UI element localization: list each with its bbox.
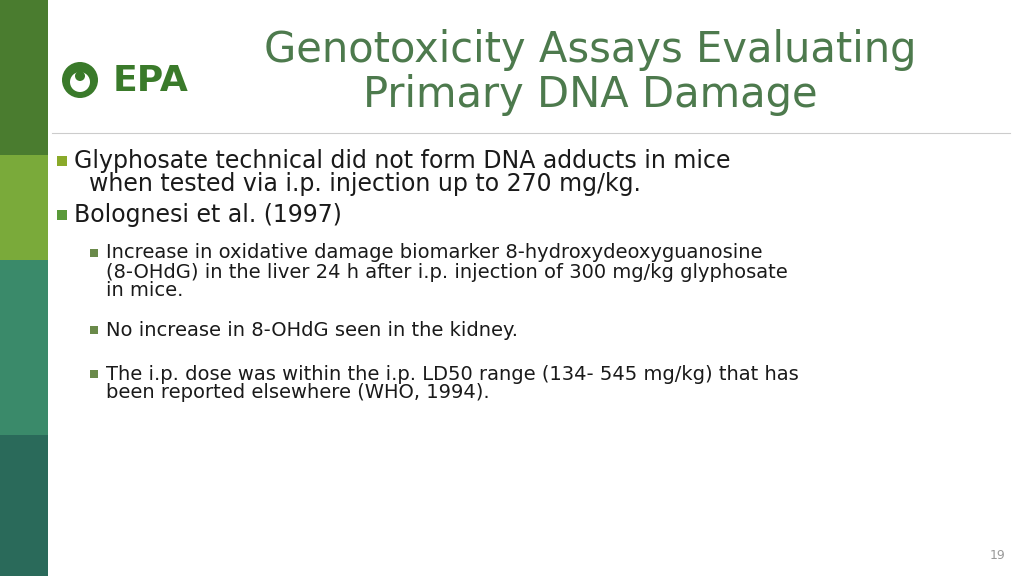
Text: No increase in 8-OHdG seen in the kidney.: No increase in 8-OHdG seen in the kidney…: [106, 320, 518, 339]
Text: Glyphosate technical did not form DNA adducts in mice: Glyphosate technical did not form DNA ad…: [74, 149, 730, 173]
Text: Increase in oxidative damage biomarker 8-hydroxydeoxyguanosine: Increase in oxidative damage biomarker 8…: [106, 244, 763, 263]
Text: Primary DNA Damage: Primary DNA Damage: [362, 74, 817, 116]
Text: Genotoxicity Assays Evaluating: Genotoxicity Assays Evaluating: [264, 29, 916, 71]
Bar: [90, 370, 98, 378]
Text: EPA: EPA: [113, 64, 188, 98]
Bar: [0, 155, 48, 260]
Text: The i.p. dose was within the i.p. LD50 range (134- 545 mg/kg) that has: The i.p. dose was within the i.p. LD50 r…: [106, 365, 799, 384]
Bar: [0, 0, 48, 155]
Bar: [90, 326, 98, 334]
Text: (8-OHdG) in the liver 24 h after i.p. injection of 300 mg/kg glyphosate: (8-OHdG) in the liver 24 h after i.p. in…: [106, 263, 787, 282]
Circle shape: [70, 72, 90, 92]
Bar: [57, 210, 67, 220]
Text: been reported elsewhere (WHO, 1994).: been reported elsewhere (WHO, 1994).: [106, 384, 489, 403]
Bar: [0, 435, 48, 576]
Circle shape: [62, 62, 98, 98]
Text: 19: 19: [989, 549, 1005, 562]
Circle shape: [75, 71, 85, 81]
Bar: [57, 156, 67, 166]
Text: when tested via i.p. injection up to 270 mg/kg.: when tested via i.p. injection up to 270…: [89, 172, 641, 196]
Text: in mice.: in mice.: [106, 282, 183, 301]
Bar: [0, 260, 48, 435]
Bar: [90, 249, 98, 257]
Text: Bolognesi et al. (1997): Bolognesi et al. (1997): [74, 203, 342, 227]
